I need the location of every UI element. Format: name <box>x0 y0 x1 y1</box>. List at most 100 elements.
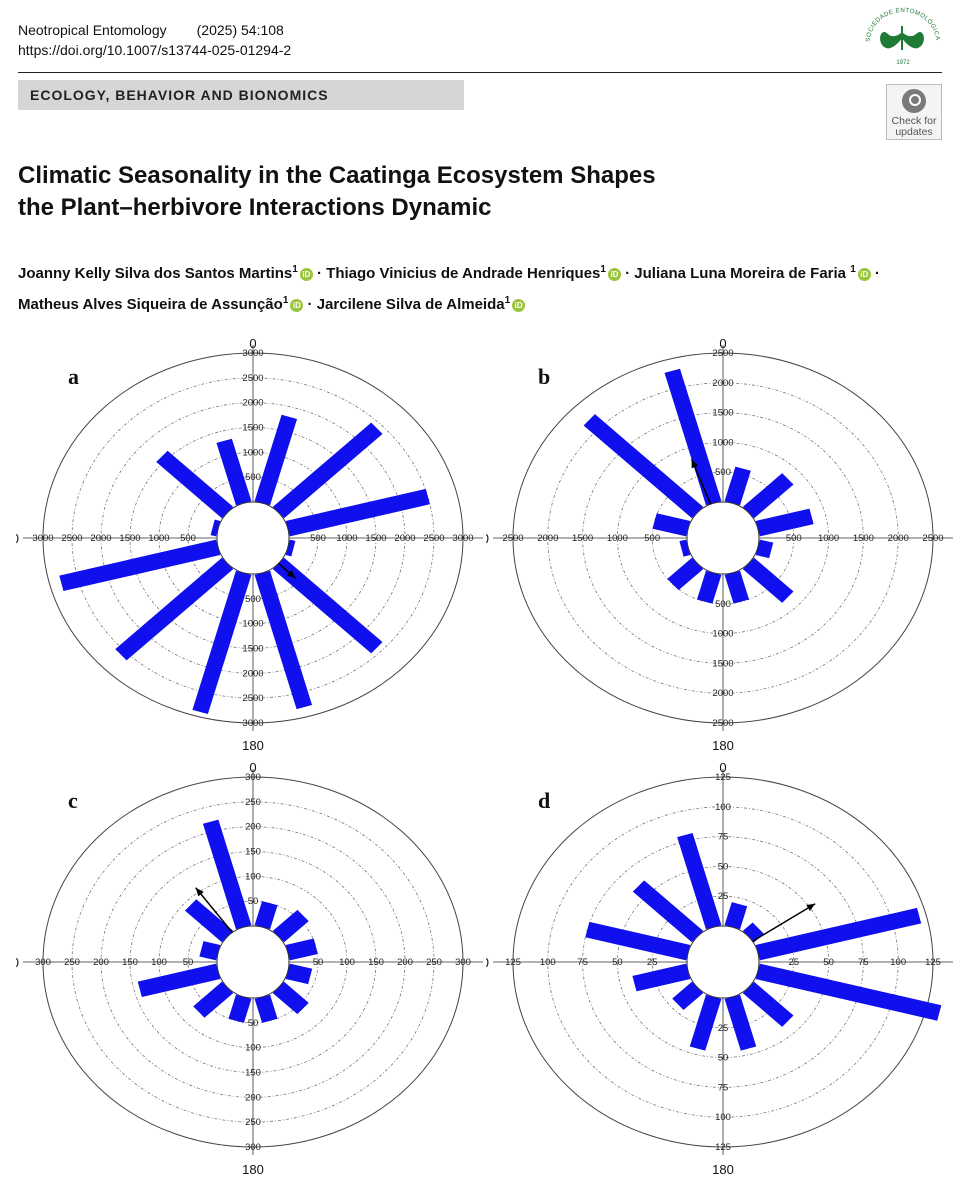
tick-label-top: 1000 <box>242 447 263 458</box>
tick-label-left: 125 <box>505 957 521 968</box>
rose-bar <box>272 981 309 1015</box>
tick-label-bottom: 75 <box>718 1082 729 1093</box>
section-label: ECOLOGY, BEHAVIOR AND BIONOMICS <box>18 80 464 110</box>
rose-bar <box>199 941 221 961</box>
tick-label-bottom: 1500 <box>242 644 263 655</box>
tick-label-right: 50 <box>823 957 834 968</box>
tick-label-right: 125 <box>925 957 941 968</box>
orcid-icon[interactable]: iD <box>299 268 313 281</box>
tick-label-bottom: 500 <box>245 594 261 605</box>
check-for-updates-button[interactable]: Check for updates <box>886 84 942 140</box>
panel-label: c <box>68 788 78 813</box>
tick-label-left: 3000 <box>32 533 53 544</box>
axis-label-top: 0 <box>719 336 726 351</box>
tick-label-left: 25 <box>647 957 658 968</box>
tick-label-bottom: 250 <box>245 1117 261 1128</box>
axis-label-left: 270 <box>486 955 489 970</box>
rose-bar <box>742 473 794 519</box>
tick-label-top: 500 <box>245 472 261 483</box>
tick-label-left: 300 <box>35 957 51 968</box>
panel-label: a <box>68 364 79 389</box>
rose-bar <box>285 539 296 557</box>
tick-label-top: 1500 <box>242 423 263 434</box>
arrow-head-icon <box>806 903 816 912</box>
rose-bar <box>696 570 722 604</box>
tick-label-right: 200 <box>397 957 413 968</box>
tick-label-left: 1000 <box>607 533 628 544</box>
rose-bar <box>216 438 252 506</box>
orcid-icon[interactable]: iD <box>607 268 621 281</box>
author-3[interactable]: Juliana Luna Moreira de Faria <box>634 265 847 282</box>
tick-label-left: 250 <box>64 957 80 968</box>
tick-label-left: 50 <box>612 957 623 968</box>
orcid-icon[interactable]: iD <box>512 299 526 312</box>
rose-bar <box>585 921 691 961</box>
tick-label-left: 500 <box>180 533 196 544</box>
tick-label-top: 1500 <box>712 408 733 419</box>
axis-label-bottom: 180 <box>242 1162 264 1177</box>
rose-bar <box>285 488 430 537</box>
tick-label-right: 2500 <box>423 533 444 544</box>
rose-bar <box>115 557 234 661</box>
orcid-icon[interactable]: iD <box>290 299 304 312</box>
tick-label-right: 2000 <box>888 533 909 544</box>
tick-label-top: 125 <box>715 772 731 783</box>
tick-label-left: 1500 <box>572 533 593 544</box>
author-1[interactable]: Joanny Kelly Silva dos Santos Martins <box>18 265 293 282</box>
orcid-icon[interactable]: iD <box>857 268 871 281</box>
tick-label-left: 1000 <box>148 533 169 544</box>
tick-label-left: 2500 <box>61 533 82 544</box>
rose-chart-b: 500 500 500 500 1000 1000 1000 1000 1500 1500 1500… <box>486 336 956 756</box>
tick-label-left: 200 <box>93 957 109 968</box>
tick-label-top: 2500 <box>712 348 733 359</box>
tick-label-right: 100 <box>890 957 906 968</box>
rose-bar <box>755 907 922 961</box>
tick-label-left: 150 <box>122 957 138 968</box>
tick-label-top: 100 <box>715 802 731 813</box>
tick-label-bottom: 2500 <box>712 718 733 729</box>
author-5[interactable]: Jarcilene Silva de Almeida <box>316 296 505 313</box>
tick-label-right: 25 <box>789 957 800 968</box>
rose-chart-c-svg: 50 50 50 50 100 100 100 100 150 150 150 150 200 200 20… <box>16 760 483 1177</box>
rose-bar <box>156 450 234 519</box>
doi-link[interactable]: https://doi.org/10.1007/s13744-025-01294… <box>18 42 292 58</box>
journal-volume: (2025) 54:108 <box>196 22 284 38</box>
center-hole <box>686 501 760 575</box>
axis-label-left: 270 <box>16 955 19 970</box>
panel-label: b <box>538 364 550 389</box>
tick-label-right: 50 <box>313 957 324 968</box>
tick-label-right: 500 <box>786 533 802 544</box>
tick-label-right: 1000 <box>818 533 839 544</box>
tick-label-bottom: 100 <box>715 1112 731 1123</box>
tick-label-bottom: 300 <box>245 1142 261 1153</box>
arrow-head-icon <box>287 570 296 579</box>
tick-label-right: 1500 <box>365 533 386 544</box>
rose-bar <box>59 539 221 592</box>
rose-bar <box>272 909 309 943</box>
arrow-head-icon <box>691 459 699 469</box>
rose-bar <box>193 981 234 1018</box>
rose-bar <box>202 819 252 930</box>
tick-label-left: 1500 <box>119 533 140 544</box>
tick-label-right: 150 <box>368 957 384 968</box>
rose-bar <box>724 994 757 1051</box>
tick-label-top: 250 <box>245 797 261 808</box>
rose-bar <box>632 880 704 943</box>
author-2[interactable]: Thiago Vinicius de Andrade Henriques <box>326 265 601 282</box>
tick-label-left: 100 <box>540 957 556 968</box>
society-logo-icon: SOCIEDADE ENTOMOLÓGICA DO BRASIL 1972 <box>858 6 941 66</box>
rose-bar <box>724 570 750 604</box>
rose-chart-d: 25 25 25 25 50 50 50 50 75 75 75 75 100 100 100 100 125 1… <box>486 760 956 1180</box>
author-4[interactable]: Matheus Alves Siqueira de Assunção <box>18 296 283 313</box>
tick-label-top: 2000 <box>242 398 263 409</box>
tick-label-right: 1500 <box>853 533 874 544</box>
check-line1: Check for <box>891 115 937 127</box>
axis-label-top: 0 <box>719 760 726 775</box>
tick-label-bottom: 1000 <box>712 629 733 640</box>
tick-label-bottom: 2000 <box>242 668 263 679</box>
rose-bar <box>254 570 313 710</box>
rose-bar <box>210 519 221 537</box>
tick-label-left: 2500 <box>502 533 523 544</box>
axis-label-bottom: 180 <box>242 738 264 753</box>
tick-label-bottom: 150 <box>245 1068 261 1079</box>
